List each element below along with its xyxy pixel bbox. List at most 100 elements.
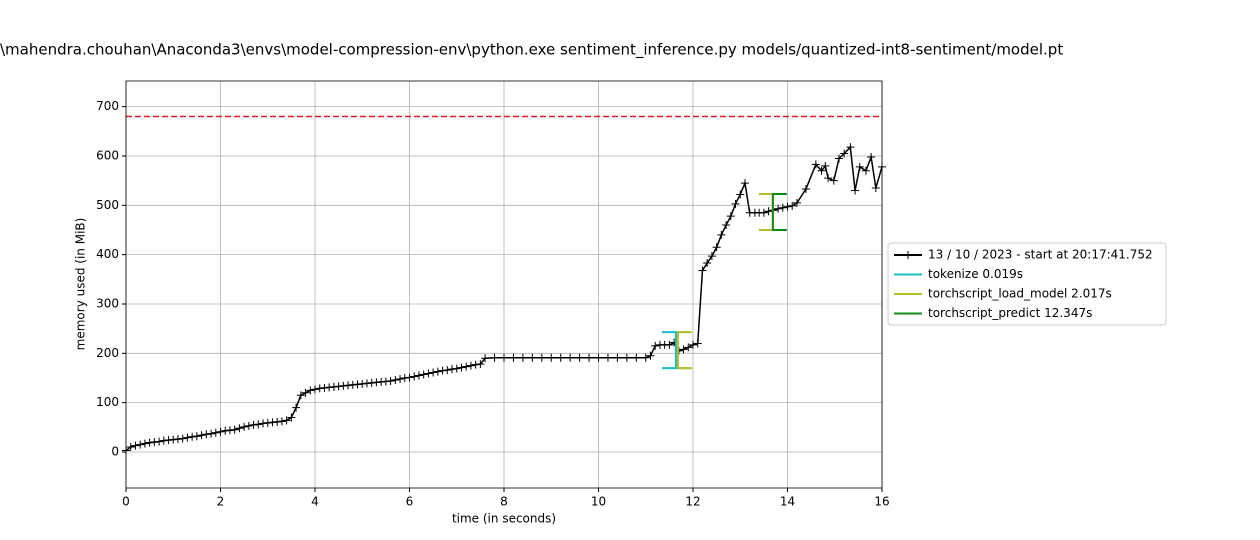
point-marker [192, 432, 201, 441]
point-marker [528, 353, 537, 362]
x-tick-label: 12 [685, 495, 700, 509]
legend-label: torchscript_load_model 2.017s [928, 287, 1112, 301]
legend-label: torchscript_predict 12.347s [928, 306, 1092, 320]
point-marker [405, 373, 414, 382]
point-marker [424, 369, 433, 378]
point-marker [391, 375, 400, 384]
point-marker [641, 353, 650, 362]
point-marker [131, 441, 140, 450]
x-tick-label: 6 [406, 495, 414, 509]
point-marker [183, 433, 192, 442]
point-marker [726, 212, 735, 221]
point-marker [443, 366, 452, 375]
point-marker [736, 190, 745, 199]
point-marker [764, 207, 773, 216]
point-marker [698, 266, 707, 275]
x-axis-label: time (in seconds) [452, 512, 556, 526]
point-marker [452, 364, 461, 373]
point-marker [292, 403, 301, 412]
point-marker [846, 143, 855, 152]
point-marker [306, 386, 315, 395]
point-marker [840, 149, 849, 158]
point-marker [207, 429, 216, 438]
point-marker [537, 353, 546, 362]
point-marker [783, 202, 792, 211]
point-marker [429, 368, 438, 377]
point-marker [717, 230, 726, 239]
point-marker [476, 360, 485, 369]
point-marker [566, 353, 575, 362]
legend-box [887, 242, 1167, 326]
point-marker [311, 385, 319, 394]
point-marker [301, 388, 310, 397]
function-bracket [771, 192, 787, 231]
point-marker [861, 166, 870, 175]
point-marker [679, 345, 688, 354]
y-tick-label: 0 [111, 444, 119, 458]
y-tick-label: 500 [96, 198, 119, 212]
x-tick-label: 2 [217, 495, 225, 509]
point-marker [778, 203, 787, 212]
point-marker [490, 353, 499, 362]
point-marker [707, 252, 716, 261]
point-marker [216, 427, 225, 436]
point-marker [136, 440, 145, 449]
point-marker [731, 199, 740, 208]
point-marker [126, 443, 135, 452]
point-marker [811, 160, 820, 169]
point-marker [419, 370, 428, 379]
point-marker [646, 351, 655, 360]
point-marker [632, 353, 641, 362]
point-marker [197, 431, 206, 440]
legend-label: tokenize 0.019s [928, 267, 1023, 281]
point-marker [254, 420, 263, 429]
point-marker [824, 174, 833, 183]
y-tick-label: 600 [96, 148, 119, 162]
point-marker [466, 361, 475, 370]
point-marker [603, 353, 612, 362]
point-marker [851, 186, 860, 195]
point-marker [277, 417, 286, 426]
x-tick-label: 16 [874, 495, 889, 509]
point-marker [457, 363, 466, 372]
point-marker [722, 221, 731, 230]
function-bracket [676, 331, 692, 370]
point-marker [651, 341, 660, 350]
legend-marker [904, 251, 912, 259]
y-tick-label: 400 [96, 247, 119, 261]
legend-label: 13 / 10 / 2023 - start at 20:17:41.752 [928, 248, 1153, 262]
y-tick-label: 300 [96, 296, 119, 310]
point-marker [788, 201, 797, 210]
point-marker [547, 353, 556, 362]
point-marker [689, 340, 697, 349]
point-marker [140, 439, 149, 448]
point-marker [740, 179, 749, 188]
x-tick-label: 14 [780, 495, 795, 509]
point-marker [155, 437, 164, 446]
point-marker [396, 374, 405, 383]
point-marker [774, 204, 783, 213]
point-marker [821, 161, 830, 170]
point-marker [230, 425, 239, 434]
x-tick-label: 4 [311, 495, 319, 509]
point-marker [518, 353, 527, 362]
point-marker [556, 353, 565, 362]
point-marker [693, 339, 702, 348]
point-marker [613, 353, 622, 362]
point-marker [575, 353, 584, 362]
point-marker [759, 208, 768, 217]
point-marker [684, 343, 693, 352]
point-marker [792, 198, 801, 207]
point-marker [178, 434, 187, 443]
point-marker [296, 391, 305, 400]
point-marker [829, 176, 838, 185]
point-marker [414, 371, 423, 380]
point-marker [386, 376, 395, 385]
point-marker [240, 422, 249, 431]
point-marker [500, 353, 508, 362]
point-marker [585, 353, 594, 362]
y-axis-label: memory used (in MiB) [74, 218, 88, 351]
point-marker [509, 353, 518, 362]
